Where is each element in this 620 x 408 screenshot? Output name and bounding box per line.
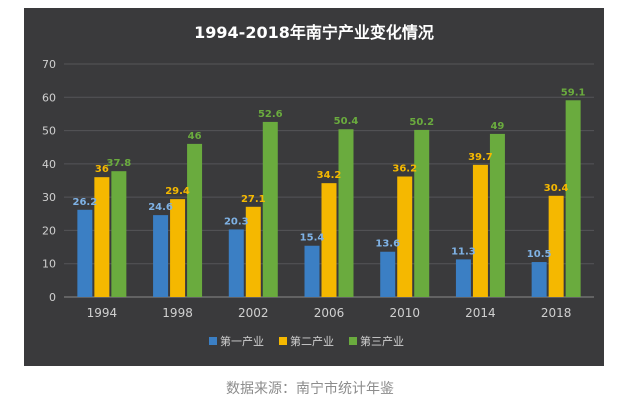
x-tick-label: 2002 <box>238 306 269 320</box>
legend-swatch <box>209 337 217 345</box>
bar <box>414 129 430 297</box>
bar <box>228 229 244 297</box>
legend-label: 第二产业 <box>290 334 334 348</box>
data-label: 39.7 <box>468 152 493 163</box>
y-tick-label: 60 <box>42 91 56 104</box>
source-note: 数据来源：南宁市统计年鉴 <box>226 381 394 397</box>
bar <box>304 245 320 297</box>
bar <box>170 199 186 297</box>
y-tick-label: 40 <box>42 158 56 171</box>
data-label: 37.8 <box>107 158 132 169</box>
data-label: 36 <box>95 164 109 175</box>
data-label: 59.1 <box>561 87 586 98</box>
chart-title: 1994-2018年南宁产业变化情况 <box>194 23 434 42</box>
bar <box>94 177 110 297</box>
bar-chart: 1994-2018年南宁产业变化情况 0 10 20 30 40 50 60 70 26.2 3… <box>42 23 594 348</box>
data-label: 30.4 <box>544 183 569 194</box>
bar <box>565 100 581 297</box>
x-tick-label: 1994 <box>87 306 118 320</box>
x-tick-label: 2018 <box>541 306 572 320</box>
bar <box>111 171 127 297</box>
bar <box>262 121 278 297</box>
data-label: 20.3 <box>224 216 249 227</box>
x-tick-label: 2014 <box>465 306 496 320</box>
bar <box>548 195 564 297</box>
bar <box>489 133 505 297</box>
y-tick-label: 0 <box>49 291 56 304</box>
bar <box>380 251 396 297</box>
chart-panel: 1994-2018年南宁产业变化情况 0 10 20 30 40 50 60 70 26.2 3… <box>24 8 604 366</box>
data-label: 49 <box>490 121 504 132</box>
y-tick-label: 10 <box>42 258 56 271</box>
x-tick-label: 2006 <box>314 306 345 320</box>
legend-swatch <box>279 337 287 345</box>
bar <box>153 215 169 297</box>
bar <box>338 129 354 297</box>
bar <box>321 183 337 297</box>
data-label: 13.6 <box>375 239 400 250</box>
bar <box>455 259 471 297</box>
bar <box>472 164 488 297</box>
y-tick-label: 70 <box>42 58 56 71</box>
data-label: 36.2 <box>392 164 417 175</box>
data-label: 15.4 <box>300 233 325 244</box>
data-label: 46 <box>188 131 202 142</box>
data-label: 50.2 <box>409 117 434 128</box>
legend-label: 第三产业 <box>360 334 404 348</box>
data-label: 26.2 <box>73 197 98 208</box>
x-axis-ticks: 1994 1998 2002 2006 2010 2014 2018 <box>87 306 572 320</box>
y-tick-label: 20 <box>42 224 56 237</box>
data-label: 10.5 <box>527 249 552 260</box>
bar <box>187 143 203 297</box>
bar <box>531 262 547 297</box>
x-tick-label: 2010 <box>389 306 420 320</box>
x-tick-label: 1998 <box>162 306 193 320</box>
data-label: 24.6 <box>148 202 173 213</box>
data-label: 27.1 <box>241 194 266 205</box>
legend: 第一产业 第二产业 第三产业 <box>209 334 404 348</box>
bar <box>77 209 93 297</box>
legend-label: 第一产业 <box>220 334 264 348</box>
data-label: 29.4 <box>165 186 190 197</box>
y-tick-label: 50 <box>42 125 56 138</box>
bar <box>245 206 261 297</box>
y-tick-label: 30 <box>42 191 56 204</box>
legend-swatch <box>349 337 357 345</box>
data-label: 34.2 <box>317 170 342 181</box>
bar <box>397 176 413 297</box>
data-label: 50.4 <box>334 116 359 127</box>
data-label: 11.3 <box>451 246 476 257</box>
data-label: 52.6 <box>258 109 283 120</box>
y-axis-ticks: 0 10 20 30 40 50 60 70 <box>42 58 56 304</box>
bars <box>77 100 581 297</box>
